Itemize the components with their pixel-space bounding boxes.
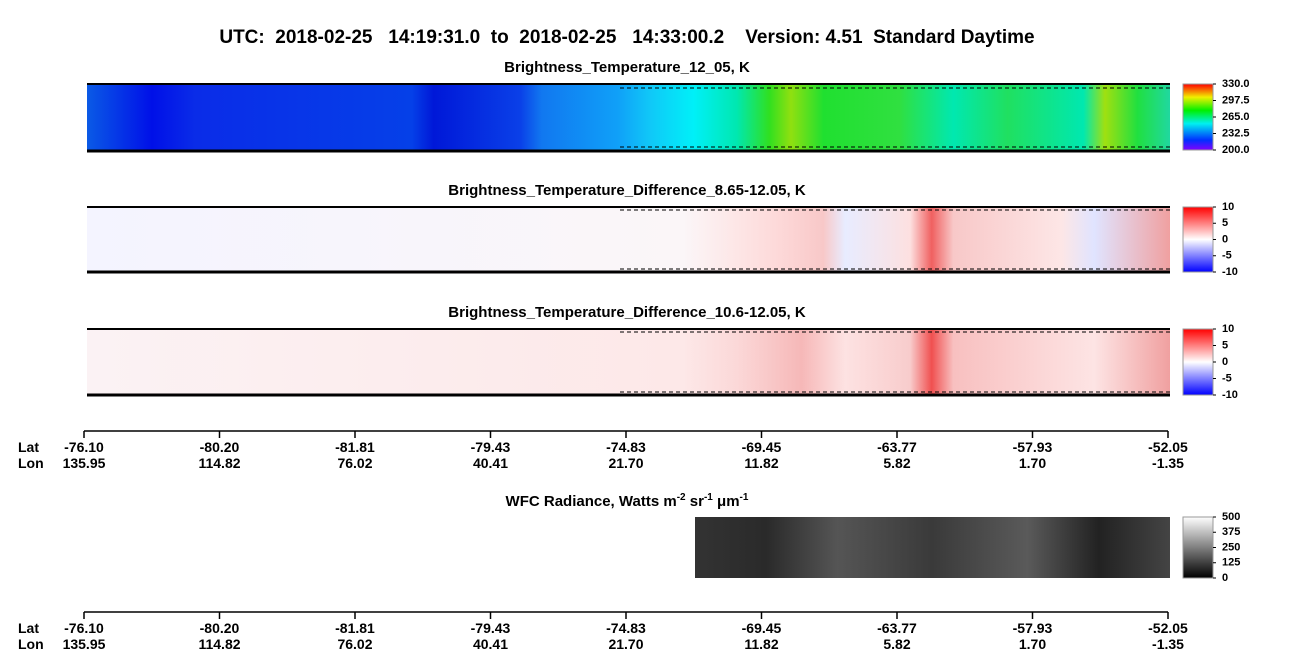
panel-title: WFC Radiance, Watts m-2 sr-1 μm-1: [506, 492, 749, 510]
lon-label: 40.41: [473, 636, 508, 652]
colorbar-tick-label: 297.5: [1222, 94, 1250, 106]
lon-label: 11.82: [744, 455, 778, 471]
superscript: -1: [740, 492, 749, 503]
image-strip: [695, 517, 1170, 578]
colorbar-tick-label: 5: [1222, 339, 1228, 351]
image-strip: [87, 84, 1170, 151]
lon-label: 135.95: [63, 636, 106, 652]
dashed-edges: [620, 87, 1170, 393]
lon-label: 21.70: [608, 455, 643, 471]
superscript: -2: [677, 492, 686, 503]
colorbar-tick-label: 5: [1222, 217, 1228, 229]
colorbar-tick-label: 0: [1222, 572, 1228, 584]
colorbar-tick-label: 10: [1222, 323, 1234, 335]
superscript: -1: [704, 492, 713, 503]
colorbar-tick-label: -10: [1222, 389, 1238, 401]
colorbar-tick-label: -5: [1222, 250, 1232, 262]
strip-borders: [87, 83, 1170, 397]
lon-label: 1.70: [1019, 455, 1046, 471]
lat-label: -63.77: [877, 620, 917, 636]
title-part: μm: [713, 493, 740, 510]
axis-row-label: Lon: [18, 636, 44, 652]
colorbar: [1182, 83, 1214, 151]
colorbar-tick-label: 330.0: [1222, 78, 1250, 90]
lat-label: -76.10: [64, 620, 104, 636]
colorbar: [1182, 206, 1214, 273]
colorbar: [1182, 328, 1214, 396]
lat-label: -80.20: [200, 439, 240, 455]
colorbar-tick-label: 125: [1222, 557, 1240, 569]
panel-title: Brightness_Temperature_Difference_10.6-1…: [448, 304, 806, 321]
colorbar-tick-label: 200.0: [1222, 144, 1250, 156]
lon-label: 40.41: [473, 455, 508, 471]
lat-label: -69.45: [742, 439, 782, 455]
colorbar-tick-label: 232.5: [1222, 127, 1250, 139]
lon-label: 1.70: [1019, 636, 1046, 652]
lat-label: -76.10: [64, 439, 104, 455]
figure-title: UTC: 2018-02-25 14:19:31.0 to 2018-02-25…: [219, 27, 1034, 48]
lon-label: -1.35: [1152, 455, 1184, 471]
lon-label: 11.82: [744, 636, 778, 652]
title-part: sr: [686, 493, 705, 510]
colorbar-tick-label: 265.0: [1222, 111, 1250, 123]
title-part: WFC Radiance, Watts m: [506, 493, 677, 510]
image-strip: [87, 207, 1170, 272]
lat-label: -79.43: [471, 620, 511, 636]
colorbar-tick-label: 0: [1222, 233, 1228, 245]
colorbar: [1182, 516, 1214, 579]
axis-row-label: Lat: [18, 620, 39, 636]
lat-label: -69.45: [742, 620, 782, 636]
axis-row-label: Lat: [18, 439, 39, 455]
lat-label: -52.05: [1148, 439, 1188, 455]
panel-title: Brightness_Temperature_Difference_8.65-1…: [448, 182, 806, 199]
colorbar-tick-label: 10: [1222, 201, 1234, 213]
lat-label: -57.93: [1013, 620, 1053, 636]
lat-label: -57.93: [1013, 439, 1053, 455]
lat-label: -74.83: [606, 620, 646, 636]
image-strip: [87, 329, 1170, 395]
axis-row-label: Lon: [18, 455, 44, 471]
lat-label: -63.77: [877, 439, 917, 455]
lon-label: 5.82: [883, 455, 910, 471]
lon-label: -1.35: [1152, 636, 1184, 652]
lon-label: 76.02: [337, 636, 372, 652]
lat-label: -79.43: [471, 439, 511, 455]
lon-label: 76.02: [337, 455, 372, 471]
lat-label: -81.81: [335, 439, 375, 455]
colorbar-tick-label: 0: [1222, 356, 1228, 368]
lon-label: 5.82: [883, 636, 910, 652]
lat-label: -74.83: [606, 439, 646, 455]
lon-label: 114.82: [198, 455, 240, 471]
colorbar-tick-label: -5: [1222, 372, 1232, 384]
colorbar-tick-label: 500: [1222, 511, 1240, 523]
lat-label: -80.20: [200, 620, 240, 636]
lon-label: 114.82: [198, 636, 240, 652]
colorbar-tick-label: 250: [1222, 541, 1240, 553]
lat-label: -81.81: [335, 620, 375, 636]
lon-label: 21.70: [608, 636, 643, 652]
lon-label: 135.95: [63, 455, 106, 471]
panel-title: Brightness_Temperature_12_05, K: [504, 59, 750, 76]
lat-label: -52.05: [1148, 620, 1188, 636]
colorbar-tick-label: -10: [1222, 266, 1238, 278]
colorbar-tick-label: 375: [1222, 526, 1240, 538]
